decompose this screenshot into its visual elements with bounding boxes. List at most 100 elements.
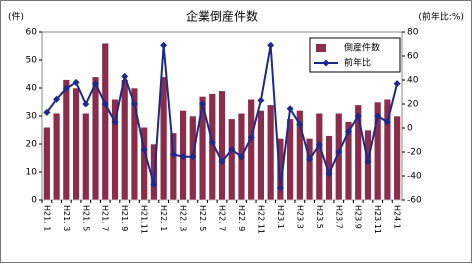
- bar: [354, 104, 362, 201]
- bar: [276, 138, 285, 201]
- legend-label: 前年比: [344, 57, 371, 69]
- line-marker: [62, 84, 70, 92]
- y2-tick-label: -40: [407, 172, 422, 182]
- x-tick-label: H23.7: [334, 205, 343, 229]
- line-marker: [111, 118, 119, 126]
- line-marker: [286, 105, 294, 113]
- bar: [315, 112, 324, 201]
- y-tick-label: 0: [31, 196, 37, 206]
- bar: [344, 121, 353, 201]
- y2-tick-label: 60: [407, 52, 419, 62]
- bar: [335, 112, 343, 201]
- line-marker: [199, 100, 207, 108]
- line-marker: [92, 80, 100, 88]
- x-tick-label: H22.11: [256, 205, 265, 234]
- y2-tick-label: 20: [407, 100, 419, 110]
- line-marker: [150, 180, 158, 188]
- y-tick-label: 20: [26, 140, 38, 150]
- y2-tick-label: 40: [407, 76, 419, 86]
- legend: [309, 37, 401, 73]
- line-marker: [72, 78, 80, 86]
- bar: [266, 104, 275, 201]
- x-tick-label: H22. 1: [159, 205, 168, 231]
- y-tick-label: 40: [26, 84, 38, 94]
- bar: [169, 132, 178, 201]
- bar: [159, 76, 168, 201]
- bar: [208, 93, 216, 201]
- x-tick-label: H21. 7: [101, 205, 110, 231]
- y2-unit: (前年比:%): [418, 11, 464, 23]
- line-marker: [354, 112, 362, 120]
- x-tick-label: H22. 5: [198, 205, 207, 231]
- line-marker: [276, 184, 284, 192]
- bar: [218, 90, 226, 201]
- bar: [72, 87, 80, 201]
- x-tick-label: H22. 9: [237, 205, 246, 231]
- y2-tick-label: -60: [407, 196, 422, 206]
- line-marker: [344, 128, 352, 136]
- line-marker: [335, 148, 343, 156]
- y-unit: (件): [8, 11, 24, 23]
- line-marker: [169, 150, 177, 158]
- bar: [228, 118, 236, 201]
- bar: [62, 79, 71, 201]
- line-marker: [189, 153, 197, 161]
- bar: [373, 101, 382, 201]
- line-marker: [228, 146, 236, 154]
- x-tick-label: H22. 7: [218, 205, 227, 231]
- line-marker: [237, 153, 245, 161]
- legend-label: 倒産件数: [344, 42, 380, 54]
- line-marker: [267, 41, 275, 49]
- bar: [198, 96, 207, 201]
- line-marker: [208, 138, 216, 146]
- line-marker: [306, 155, 314, 163]
- line-marker: [53, 95, 61, 103]
- bar: [82, 112, 90, 201]
- bar: [383, 98, 392, 201]
- x-tick-label: H24.1: [393, 205, 402, 229]
- legend-swatch: [316, 44, 326, 52]
- bar: [393, 115, 401, 201]
- bar: [101, 42, 109, 201]
- bar: [286, 118, 294, 201]
- x-tick-label: H21. 3: [62, 205, 71, 231]
- x-tick-label: H22. 3: [179, 205, 188, 231]
- line-marker: [247, 134, 255, 142]
- bar: [111, 98, 119, 201]
- line-marker: [325, 170, 333, 178]
- y2-tick-label: 80: [407, 28, 419, 38]
- line-marker: [43, 108, 51, 116]
- bar: [296, 110, 304, 201]
- line-marker: [364, 158, 372, 166]
- line-marker: [82, 100, 90, 108]
- line-marker: [257, 96, 265, 104]
- line-marker: [179, 153, 187, 161]
- bar: [257, 110, 265, 201]
- y-tick-label: 30: [26, 112, 38, 122]
- x-tick-label: H23.3: [295, 205, 304, 229]
- line-marker: [393, 80, 401, 88]
- line-marker: [383, 118, 391, 126]
- line-marker: [315, 141, 323, 149]
- y2-tick-label: -20: [407, 148, 422, 158]
- bar: [120, 79, 129, 201]
- bar: [305, 138, 314, 201]
- bar: [43, 126, 51, 201]
- x-tick-label: H21.11: [140, 205, 149, 234]
- chart-title: 企業倒産件数: [186, 9, 258, 24]
- x-tick-label: H23.1: [276, 205, 285, 229]
- x-tick-label: H21. 9: [120, 205, 129, 231]
- bar: [130, 87, 139, 201]
- line-marker: [374, 112, 382, 120]
- x-tick-label: H21. 1: [42, 205, 51, 231]
- line-marker: [160, 41, 168, 49]
- bar: [52, 112, 61, 201]
- x-tick-label: H23.5: [315, 205, 324, 229]
- y-tick-label: 60: [26, 28, 38, 38]
- line-marker: [101, 100, 109, 108]
- x-tick-label: H23.11: [373, 205, 382, 234]
- x-tick-label: H21. 5: [81, 205, 90, 231]
- line-marker: [218, 158, 226, 166]
- bar: [247, 98, 255, 201]
